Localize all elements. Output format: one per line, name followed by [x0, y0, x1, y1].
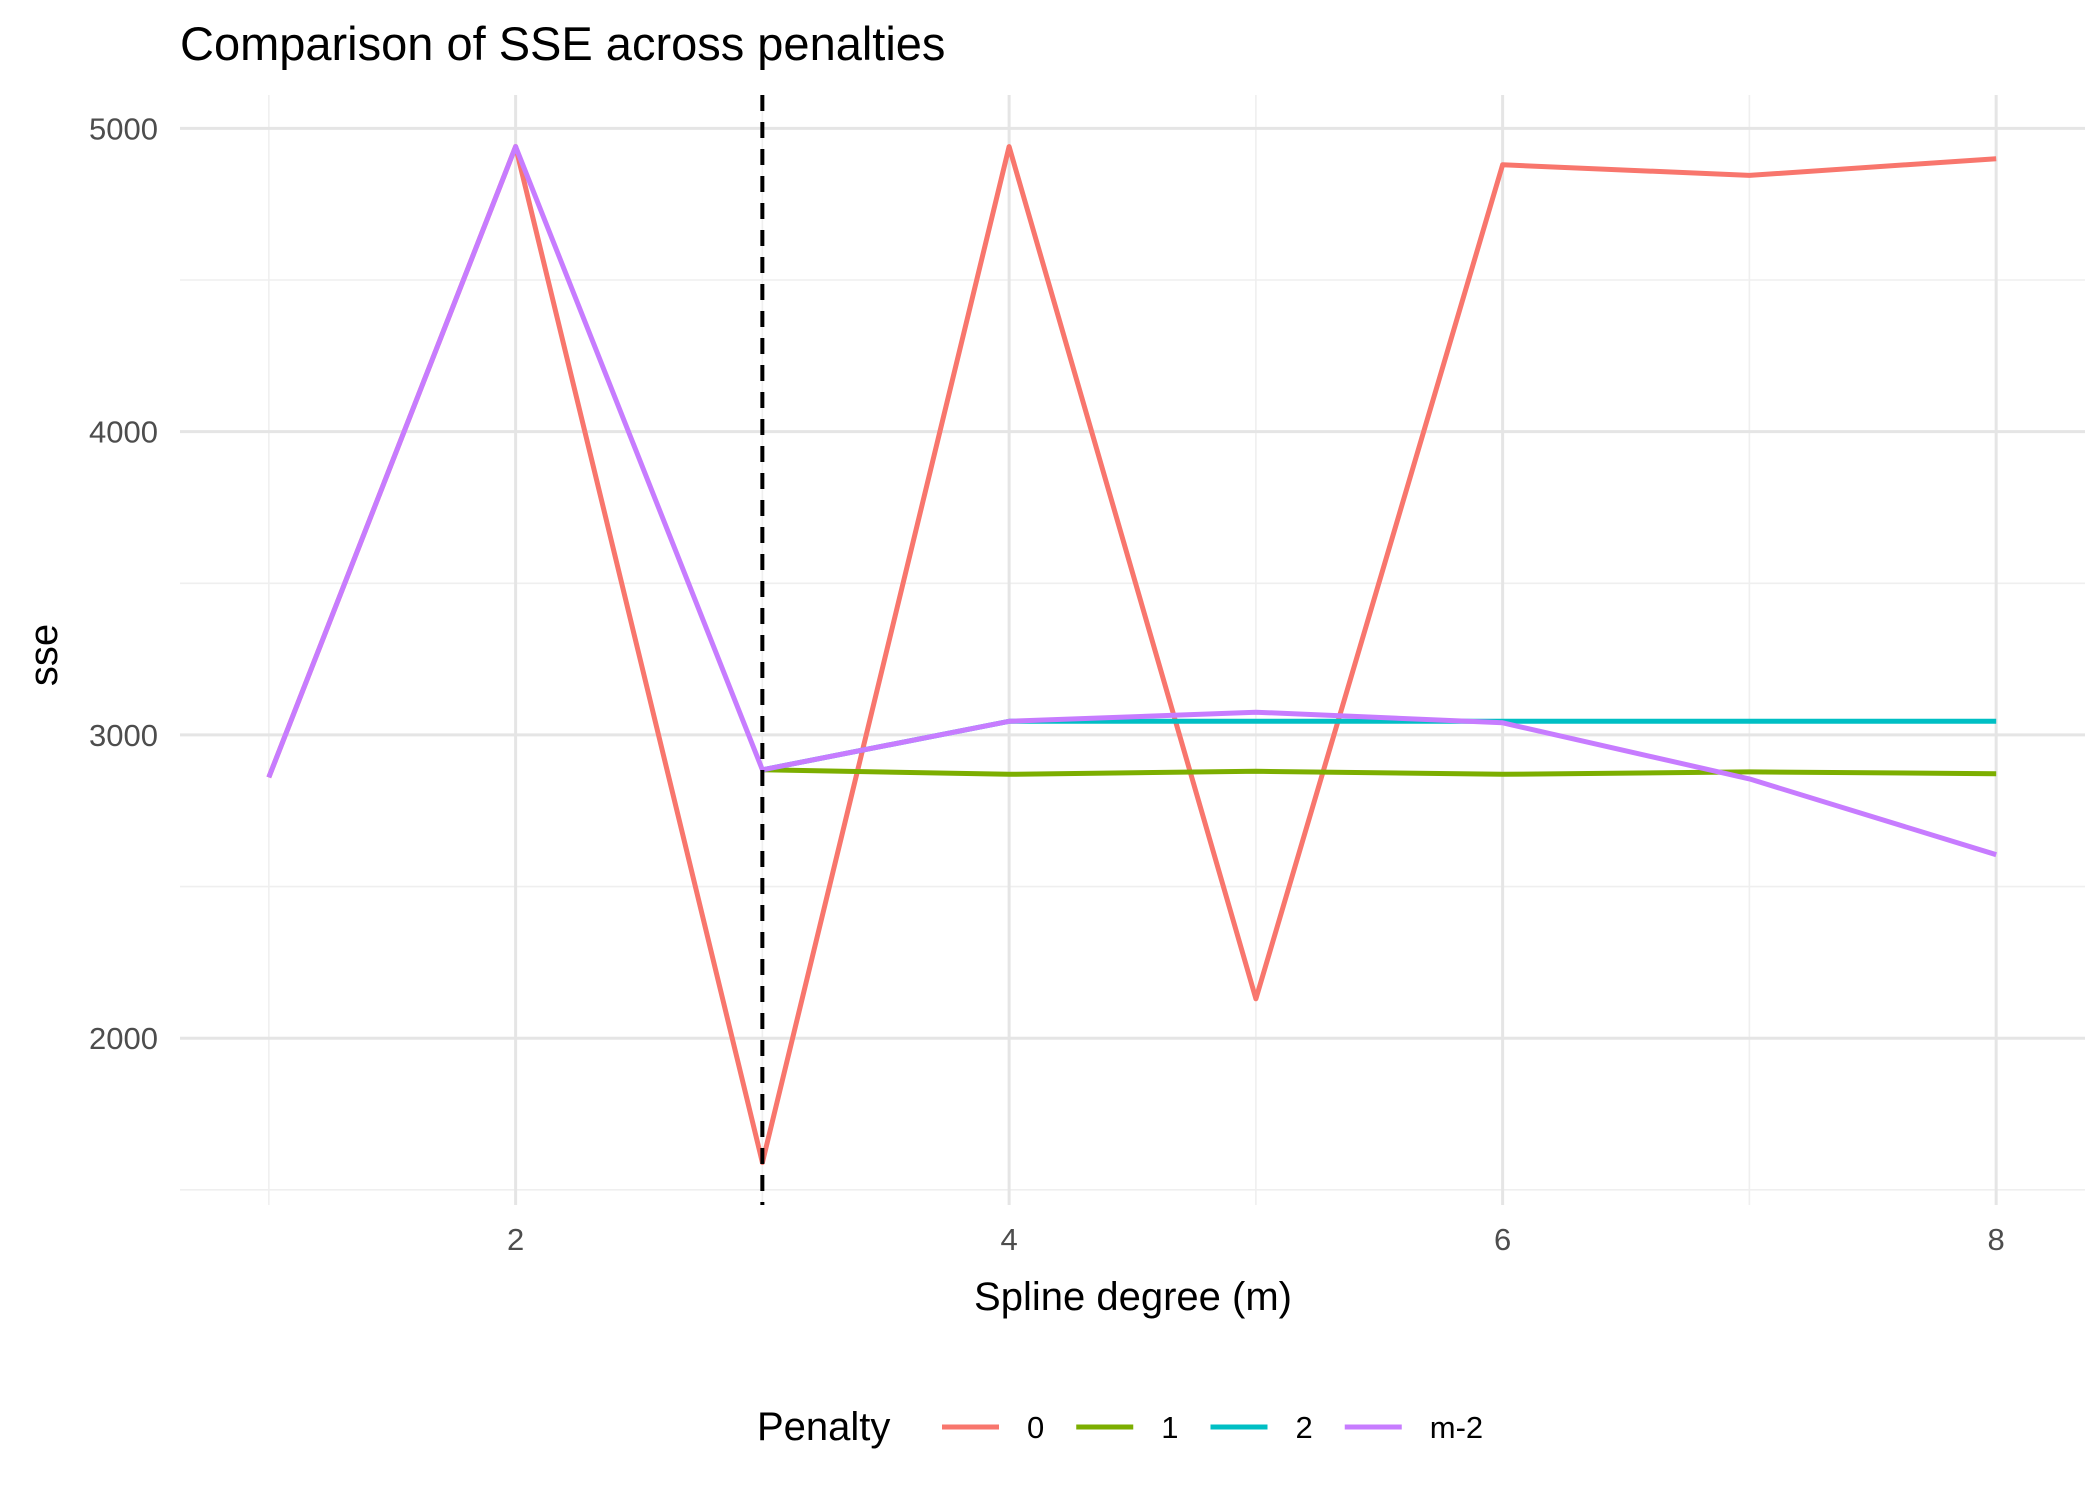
grid — [180, 95, 2085, 1205]
x-tick-label: 2 — [507, 1222, 524, 1257]
y-axis-label: sse — [22, 624, 66, 686]
y-tick-label: 5000 — [89, 111, 158, 146]
legend-title: Penalty — [757, 1405, 890, 1449]
y-axis-ticks: 2000 3000 4000 5000 — [89, 111, 158, 1056]
chart-title: Comparison of SSE across penalties — [180, 17, 945, 70]
legend-label-2: 2 — [1296, 1410, 1313, 1445]
y-tick-label: 3000 — [89, 718, 158, 753]
y-tick-label: 4000 — [89, 415, 158, 450]
series-line-0 — [266, 144, 1997, 1165]
legend-label-0: 0 — [1027, 1410, 1044, 1445]
series-line-1 — [762, 767, 1997, 777]
x-tick-label: 6 — [1494, 1222, 1511, 1257]
x-axis-ticks: 2 4 6 8 — [507, 1222, 2005, 1257]
series-line-m-2 — [266, 144, 1997, 858]
legend-label-m-2: m-2 — [1430, 1410, 1483, 1445]
y-tick-label: 2000 — [89, 1021, 158, 1056]
legend-label-1: 1 — [1161, 1410, 1178, 1445]
series-lines — [266, 144, 1997, 1165]
x-tick-label: 4 — [1000, 1222, 1017, 1257]
x-tick-label: 8 — [1988, 1222, 2005, 1257]
legend: Penalty 0 1 2 m-2 — [757, 1405, 1483, 1449]
x-axis-label: Spline degree (m) — [974, 1275, 1292, 1319]
series-line-2 — [761, 718, 1997, 773]
legend-items: 0 1 2 m-2 — [942, 1410, 1483, 1445]
